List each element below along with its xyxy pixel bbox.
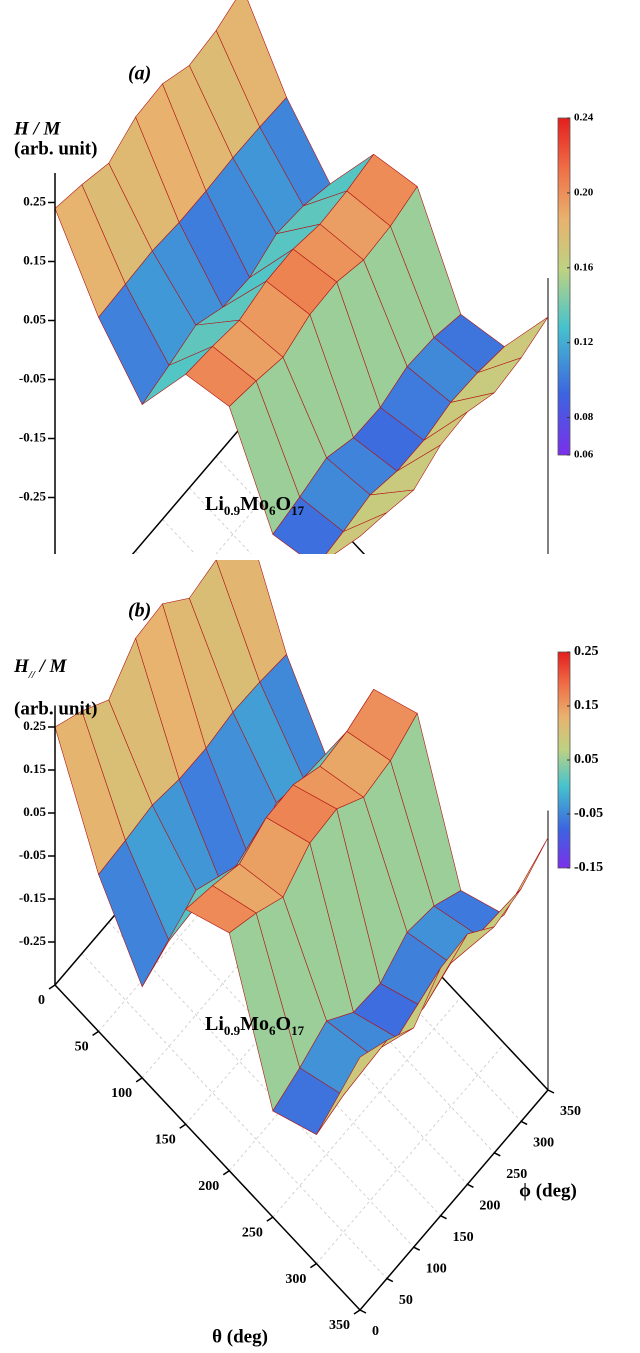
floor-grid-line [272,996,462,1218]
z-label-rest: / M [35,656,68,677]
x-tick [135,1077,143,1083]
colorbar-tick-label: -0.15 [574,860,603,875]
axis-line [54,984,361,1311]
formula-subscript: 6 [269,1023,276,1038]
floor-grid-line [188,487,252,554]
z-label-main: H [13,656,30,677]
x-tick-label: 350 [329,1318,350,1333]
z-axis-unit: (arb. unit) [14,138,97,159]
panel: 0.25 0.15 0.05 -0.05 -0.15 -0.25 0 50 100 150 200 2… [19,560,581,1339]
x-tick-label: 50 [75,1040,89,1055]
formula-subscript: 17 [291,1023,305,1038]
floor-grid-line [81,953,388,1279]
z-axis-label: H / M [13,118,62,139]
x-tick-label: 150 [155,1133,176,1148]
colorbar-tick-label: 0.06 [574,449,594,461]
z-tick-label: 0.25 [23,193,46,208]
y-tick-label: 300 [533,1136,554,1151]
surface-patch [325,512,388,554]
z-tick-label: -0.05 [19,847,47,862]
x-tick [48,984,56,990]
z-tick-label: 0.15 [23,252,46,267]
z-tick-label: 0.15 [23,761,46,776]
y-tick [520,1120,528,1126]
z-tick-label: -0.15 [19,890,47,905]
panel-label: (a) [128,63,151,85]
colorbar-tick-label: 0.05 [574,752,599,767]
y-tick-label: 150 [453,1230,474,1245]
formula: Li0.9Mo6O17 [205,1013,305,1038]
formula-element: Li [205,493,224,515]
x-tick-label: 200 [198,1179,219,1194]
axis-line [359,1089,549,1311]
z-tick-label: 0.05 [23,804,46,819]
y-tick [493,1152,501,1157]
colorbar-tick-label: 0.16 [574,261,594,273]
surface-patch [316,1040,388,1135]
formula-element: O [276,493,292,515]
colorbar-tick-label: 0.15 [574,698,599,713]
x-tick [179,1123,187,1129]
y-tick-label: 100 [426,1261,447,1276]
floor-grid-line [108,921,415,1248]
z-axis-label: H// / M [13,656,68,680]
y-tick-label: 50 [399,1293,413,1308]
x-axis-label: θ (deg) [212,1326,268,1347]
x-tick-label: 300 [285,1272,306,1287]
z-tick-label: -0.25 [19,933,47,948]
formula-subscript: 17 [291,503,305,518]
colorbar-tick-label: 0.08 [574,411,594,423]
floor-grid-line [215,471,287,554]
x-tick-label: 100 [111,1086,132,1101]
panel: 0.25 0.15 0.05 -0.05 -0.15 -0.25 [19,0,549,554]
floor-grid-line [316,1043,505,1264]
y-axis-label: ϕ (deg) [519,1180,577,1201]
z-label-sub: // [28,669,36,681]
y-tick [440,1215,447,1220]
colorbar-tick-label: 0.20 [574,186,594,198]
y-tick [547,1089,555,1094]
panel-label: (b) [128,600,151,622]
x-tick [222,1170,230,1176]
y-tick [413,1246,421,1251]
z-tick-label: 0.25 [23,718,46,733]
colorbar-tick-label: -0.05 [574,806,603,821]
y-tick-label: 250 [506,1167,527,1182]
z-axis-unit: (arb. unit) [14,698,97,719]
z-tick-label: -0.15 [19,429,47,444]
z-tick-label: -0.05 [19,370,47,385]
formula-element: O [276,1013,292,1035]
z-tick-label: -0.25 [19,488,47,503]
y-tick-label: 0 [372,1324,379,1339]
x-tick-label: 250 [242,1225,263,1240]
colorbar-tick-label: 0.25 [574,644,599,659]
x-tick-label: 0 [38,993,45,1008]
x-tick [92,1030,99,1037]
x-tick [310,1262,317,1269]
formula-subscript: 0.9 [224,503,241,518]
y-tick [467,1183,474,1188]
y-tick-label: 200 [479,1199,500,1214]
formula-element: Li [205,1013,224,1035]
z-tick-label: 0.05 [23,311,46,326]
y-tick [386,1277,394,1283]
colorbar-tick-label: 0.24 [574,112,594,124]
axis-line [131,424,244,554]
colorbar [557,117,571,456]
formula-subscript: 0.9 [224,1023,241,1038]
formula-element: Mo [240,493,269,515]
x-tick [353,1309,361,1315]
colorbar-tick-label: 0.12 [574,336,594,348]
y-tick [359,1309,367,1314]
formula-subscript: 6 [269,503,276,518]
formula-element: Mo [240,1013,269,1035]
y-tick-label: 350 [560,1104,581,1119]
x-tick [266,1216,274,1222]
formula: Li0.9Mo6O17 [205,493,305,518]
